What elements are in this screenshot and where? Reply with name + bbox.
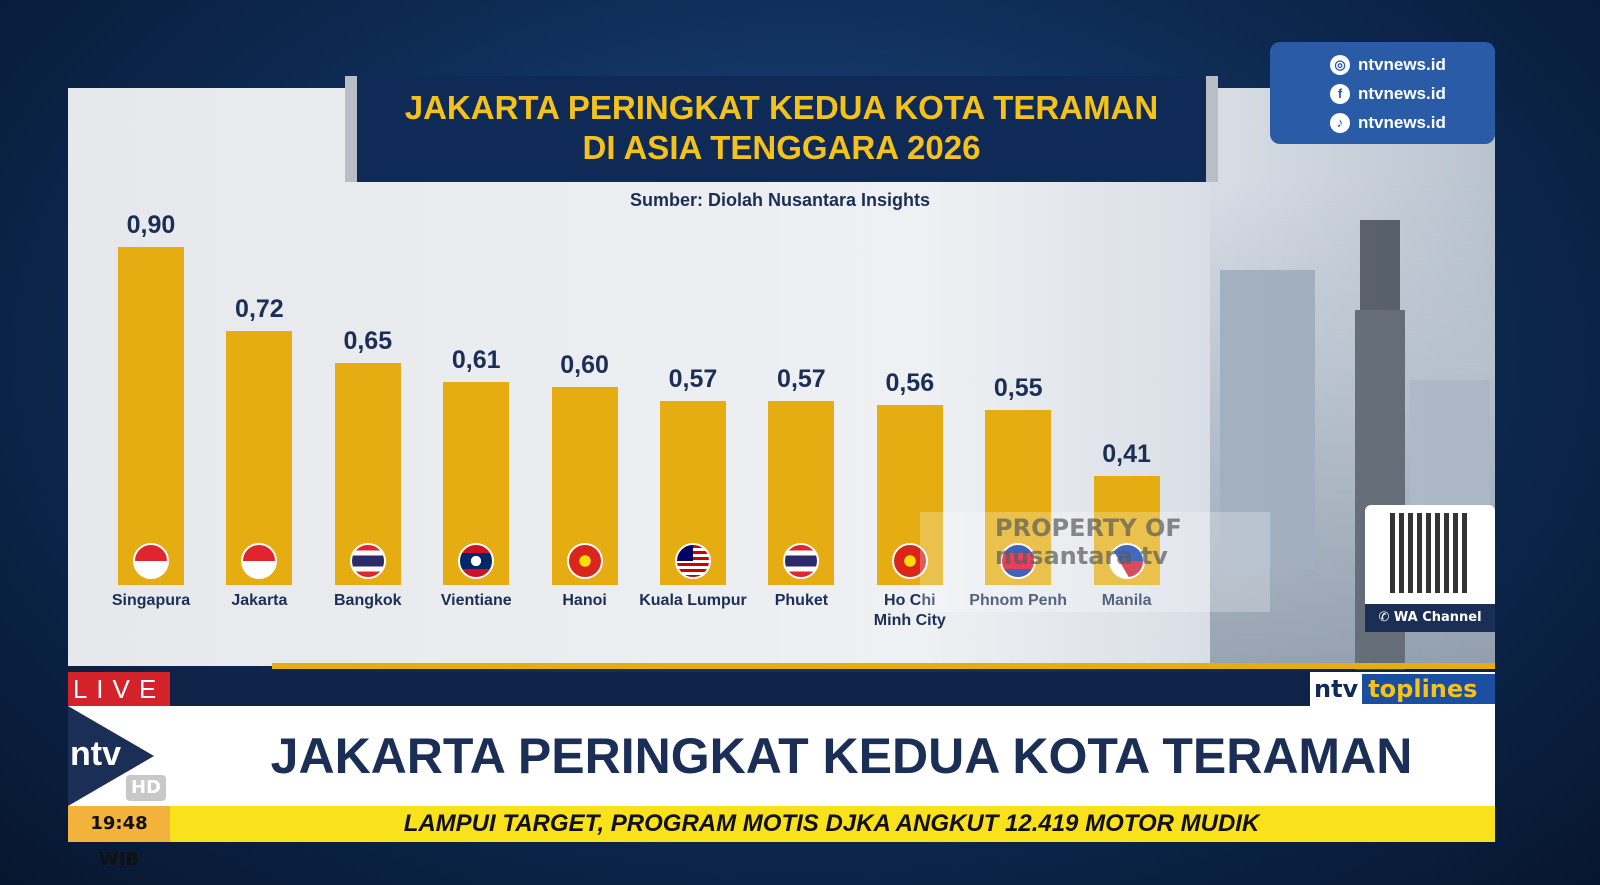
category-label: Manila — [1101, 592, 1152, 609]
category-label: Ho Chi Minh City — [873, 592, 946, 629]
live-badge: LIVE — [68, 672, 170, 706]
chart-title: JAKARTA PERINGKAT KEDUA KOTA TERAMAN DI … — [345, 76, 1218, 182]
social-box: ◎ ntvnews.id f ntvnews.id ♪ ntvnews.id — [1270, 42, 1495, 144]
singapore-flag-icon — [133, 543, 169, 579]
category-label: Jakarta — [231, 592, 288, 609]
ntv-logo: ntv — [70, 735, 121, 773]
hd-badge: HD — [126, 775, 166, 801]
gold-divider — [272, 663, 1495, 669]
news-ticker: LAMPUI TARGET, PROGRAM MOTIS DJKA ANGKUT… — [68, 806, 1495, 842]
tiktok-handle[interactable]: ntvnews.id — [1358, 112, 1446, 132]
category-label: Phnom Penh — [969, 592, 1068, 609]
title-line-2: DI ASIA TENGGARA 2026 — [582, 129, 981, 166]
wa-channel-label: ✆ WA Channel — [1365, 604, 1495, 632]
instagram-icon: ◎ — [1330, 54, 1350, 75]
qr-pattern — [1390, 513, 1470, 593]
clock: 19:48 WIB — [68, 806, 170, 870]
thailand-flag-icon — [349, 543, 386, 579]
value-label: 0,90 — [126, 210, 176, 239]
qr-code[interactable]: ✆ WA Channel — [1365, 505, 1495, 632]
category-label: Phuket — [774, 592, 829, 609]
lower-third-top-bar — [170, 672, 1495, 706]
headline: JAKARTA PERINGKAT KEDUA KOTA TERAMAN — [68, 706, 1495, 806]
philippines-flag-icon — [1108, 543, 1145, 579]
laos-flag-icon — [458, 543, 495, 579]
category-label: Hanoi — [562, 592, 607, 609]
watermark: PROPERTY OF nusantara tv — [920, 512, 1270, 612]
value-label: 0,61 — [451, 346, 501, 375]
value-label: 0,55 — [993, 374, 1043, 403]
bar-singapura — [118, 246, 184, 585]
bar-jakarta — [226, 330, 293, 585]
indonesia-flag-icon — [241, 543, 278, 579]
value-label: 0,65 — [343, 327, 393, 356]
instagram-handle[interactable]: ntvnews.id — [1358, 54, 1446, 74]
category-label: Vientiane — [440, 592, 512, 609]
cambodia-flag-icon — [1000, 543, 1037, 579]
malaysia-flag-icon — [675, 543, 711, 579]
vietnam-flag-icon — [891, 543, 928, 579]
value-label: 0,57 — [668, 364, 718, 393]
thailand-flag-icon — [783, 543, 820, 579]
value-label: 0,60 — [560, 350, 609, 379]
tiktok-icon: ♪ — [1330, 112, 1350, 133]
value-label: 0,72 — [235, 294, 284, 323]
value-label: 0,56 — [885, 369, 935, 398]
value-label: 0,57 — [777, 364, 826, 393]
chart-source: Sumber: Diolah Nusantara Insights — [629, 190, 931, 210]
whatsapp-icon: ✆ — [1378, 610, 1394, 625]
ntv-toplines-logo: ntv toplines — [1310, 672, 1495, 706]
category-label: Singapura — [111, 592, 191, 609]
facebook-handle[interactable]: ntvnews.id — [1358, 83, 1446, 103]
facebook-icon: f — [1330, 83, 1350, 104]
category-label: Kuala Lumpur — [639, 592, 747, 609]
value-label: 0,41 — [1102, 439, 1151, 468]
title-line-1: JAKARTA PERINGKAT KEDUA KOTA TERAMAN — [404, 89, 1159, 126]
vietnam-flag-icon — [566, 543, 603, 579]
category-label: Bangkok — [334, 592, 402, 609]
